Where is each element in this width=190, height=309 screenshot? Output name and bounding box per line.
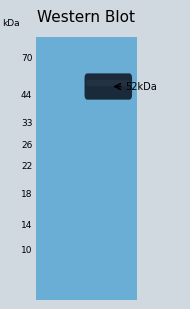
Text: 44: 44 <box>21 91 32 100</box>
FancyBboxPatch shape <box>36 37 137 300</box>
Text: 26: 26 <box>21 141 32 150</box>
Text: 33: 33 <box>21 119 32 128</box>
Text: 52kDa: 52kDa <box>125 82 157 91</box>
Text: Western Blot: Western Blot <box>37 10 135 25</box>
Text: 18: 18 <box>21 190 32 199</box>
Text: 10: 10 <box>21 246 32 255</box>
FancyBboxPatch shape <box>85 74 132 100</box>
FancyBboxPatch shape <box>86 80 130 87</box>
Text: 22: 22 <box>21 162 32 171</box>
Text: kDa: kDa <box>2 19 20 28</box>
Text: 70: 70 <box>21 54 32 63</box>
Text: 14: 14 <box>21 221 32 230</box>
